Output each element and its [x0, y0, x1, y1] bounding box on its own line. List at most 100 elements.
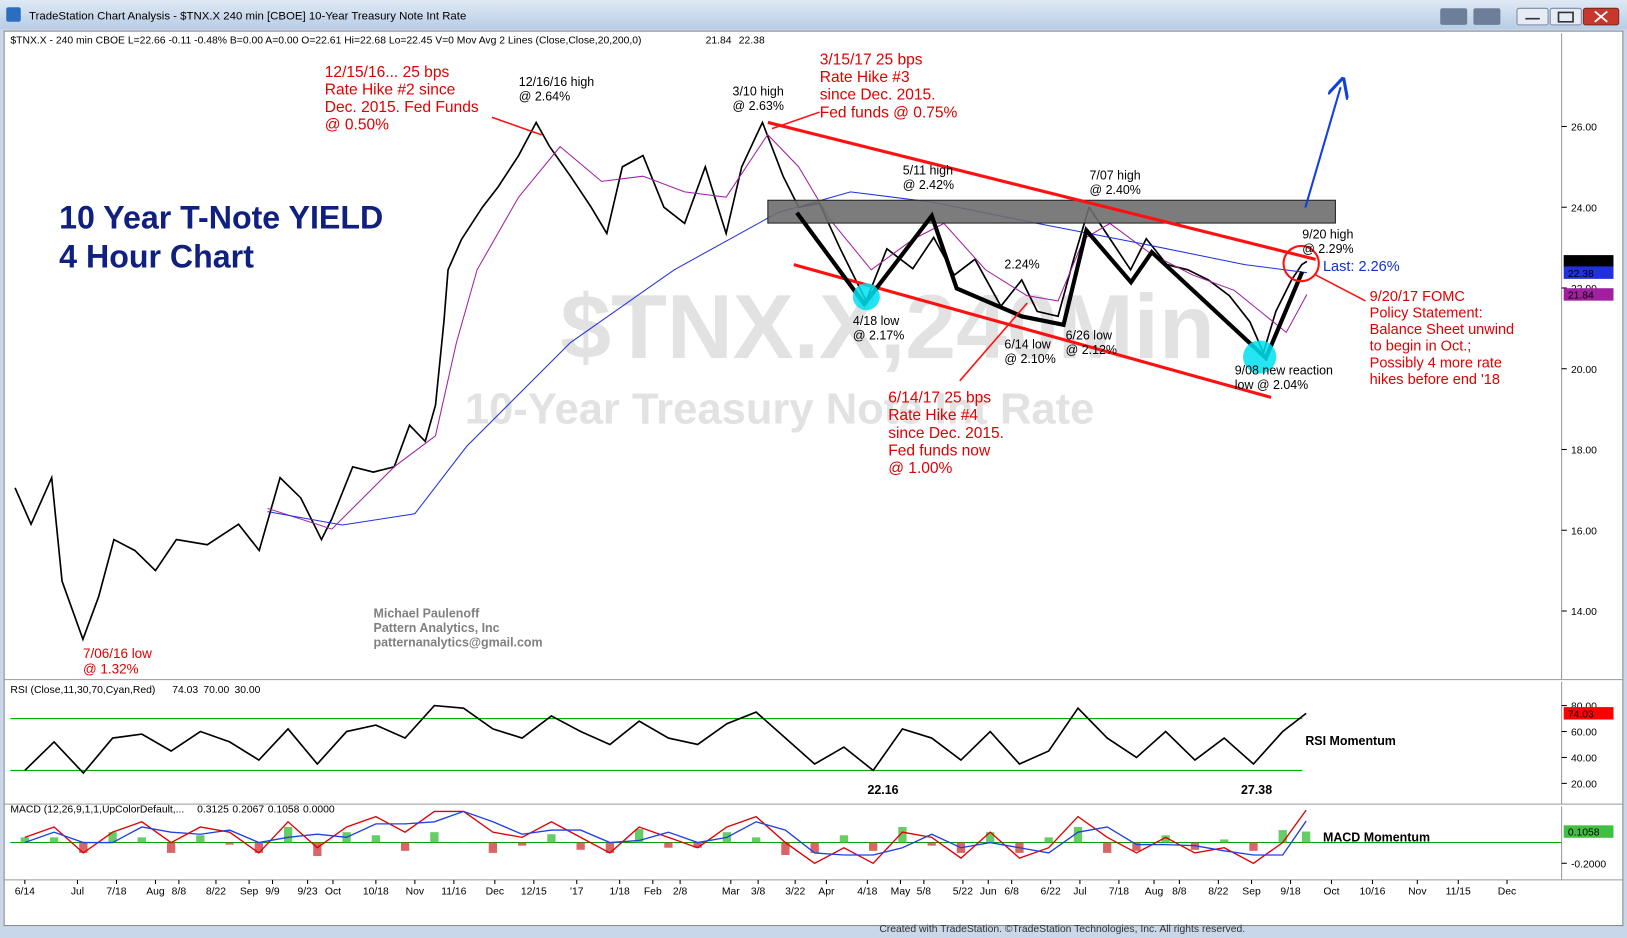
- x-tick-label: 6/14: [15, 886, 35, 897]
- macd-histogram-bar: [400, 842, 410, 851]
- x-tick-label: 1/18: [610, 886, 630, 897]
- annotation: Dec. 2015. Fed Funds: [325, 99, 479, 116]
- x-tick-label: 2/8: [673, 886, 688, 897]
- x-tick-label: May: [891, 886, 911, 897]
- macd-histogram-bar: [781, 842, 790, 855]
- annotation: Fed funds @ 0.75%: [820, 104, 958, 121]
- macd-histogram-bar: [1220, 839, 1229, 843]
- macd-line: [24, 809, 1307, 865]
- annotation: Rate Hike #3: [820, 69, 910, 86]
- annotation: since Dec. 2015.: [820, 87, 936, 104]
- macd-histogram-bar: [225, 842, 234, 845]
- annotation: since Dec. 2015.: [888, 425, 1004, 442]
- annotation: 6/14 low: [1004, 338, 1051, 352]
- pointer-line: [491, 116, 542, 136]
- value-tag-label: 21.84: [1568, 291, 1594, 302]
- annotation: @ 2.17%: [853, 328, 904, 342]
- macd-histogram-bar: [1161, 835, 1170, 843]
- x-tick-label: Sep: [240, 886, 259, 897]
- macd-histogram-bar: [1278, 830, 1287, 843]
- watermark-symbol: $TNX.X,240Min: [560, 276, 1215, 378]
- x-tick-label: Sep: [1242, 886, 1261, 897]
- watermark-name: 10-Year Treasury Note Int Rate: [465, 385, 1095, 433]
- annotation: 7/07 high: [1090, 169, 1141, 183]
- annotation: Michael Paulenoff: [374, 606, 481, 620]
- macd-histogram-bar: [1132, 842, 1141, 851]
- annotation: hikes before end '18: [1370, 372, 1500, 388]
- annotation: RSI Momentum: [1305, 734, 1396, 748]
- panel-header: MACD (12,26,9,1,1,UpColorDefault,...: [10, 804, 184, 815]
- macd-histogram-bar: [634, 829, 644, 843]
- footer: Created with TradeStation. ©TradeStation…: [879, 924, 1245, 935]
- pointer-line: [771, 111, 820, 130]
- x-tick-label: Nov: [1408, 886, 1427, 897]
- x-tick-label: 7/18: [1109, 886, 1129, 897]
- macd-histogram-bar: [810, 842, 819, 853]
- x-tick-label: 8/22: [206, 886, 226, 897]
- pointer-line: [959, 302, 1028, 382]
- x-tick-label: 7/18: [106, 886, 126, 897]
- x-tick-label: Apr: [818, 886, 835, 897]
- watermark: $TNX.X,240Min 10-Year Treasury Note Int R…: [465, 276, 1215, 433]
- pointer-line: [1315, 274, 1366, 302]
- annotation: @ 2.63%: [733, 99, 784, 113]
- macd-histogram-bar: [371, 835, 381, 843]
- macd-histogram-bar: [927, 842, 936, 846]
- chart-title: 10 Year T-Note YIELD: [59, 199, 383, 235]
- macd-histogram-bar: [752, 837, 761, 843]
- x-tick-label: Jun: [980, 886, 997, 897]
- value-tag: [1563, 707, 1614, 720]
- annotation: Fed funds now: [888, 443, 991, 460]
- value-tag: [1563, 288, 1614, 301]
- macd-histogram-bar: [108, 832, 117, 843]
- annotation: Policy Statement:: [1370, 306, 1483, 322]
- value-tag-label: 22.38: [1568, 269, 1594, 280]
- annotation: @ 2.40%: [1090, 183, 1141, 197]
- annotation: 6/14/17 25 bps: [888, 390, 991, 407]
- rsi-line: [24, 704, 1307, 775]
- y-tick-label: -0.2000: [1571, 859, 1606, 870]
- y-tick-label: 60.00: [1571, 728, 1597, 739]
- annotation: @ 2.42%: [903, 178, 954, 192]
- macd-histogram-bar: [1103, 842, 1112, 853]
- high-marker: [1282, 244, 1320, 283]
- resistance-band: [767, 199, 1336, 224]
- minimize-button[interactable]: [1516, 7, 1549, 26]
- symbol-button[interactable]: [1440, 8, 1468, 25]
- low-marker: [1243, 340, 1277, 374]
- macd-histogram-bar: [254, 842, 264, 853]
- header-value: 0.1058: [268, 804, 300, 815]
- macd-histogram-bar: [137, 837, 146, 843]
- annotation: 3/15/17 25 bps: [820, 51, 923, 68]
- x-tick-label: 10/16: [1359, 886, 1385, 897]
- macd-histogram-bar: [166, 842, 176, 853]
- menu-button[interactable]: [1473, 8, 1501, 25]
- annotation: @ 1.00%: [888, 460, 952, 477]
- macd-histogram-bar: [430, 832, 439, 843]
- app-icon: [6, 7, 21, 22]
- x-tick-label: Dec: [1498, 886, 1516, 897]
- title-bar: [0, 0, 1627, 30]
- x-tick-label: 5/22: [953, 886, 973, 897]
- annotation: @ 0.50%: [325, 117, 389, 134]
- y-tick-label: 18.00: [1571, 446, 1597, 457]
- y-tick-label: 14.00: [1571, 607, 1597, 618]
- annotation: Balance Sheet unwind: [1370, 322, 1514, 338]
- x-tick-label: Mar: [722, 886, 740, 897]
- annotation: @ 2.10%: [1004, 352, 1055, 366]
- panel-header: RSI (Close,11,30,70,Cyan,Red): [10, 685, 155, 696]
- drawn-annotations: [491, 87, 1366, 399]
- annotation: @ 2.12%: [1066, 343, 1117, 357]
- value-tag: [1563, 255, 1614, 268]
- value-tag-label: 74.03: [1568, 709, 1594, 720]
- annotation: @ 2.64%: [519, 90, 570, 104]
- annotation: MACD Momentum: [1323, 831, 1430, 845]
- y-tick-label: 20.00: [1571, 780, 1597, 791]
- annotation: 12/16/16 high: [519, 75, 594, 89]
- annotation: 5/11 high: [903, 163, 953, 177]
- x-tick-label: 11/15: [1446, 886, 1471, 897]
- macd-histogram-bar: [839, 835, 849, 843]
- macd-histogram-bar: [313, 842, 322, 857]
